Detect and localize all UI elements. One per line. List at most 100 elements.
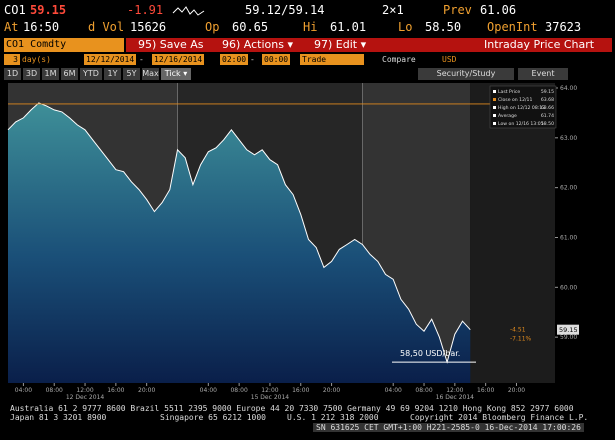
x-tick-label: 08:00 — [415, 387, 432, 394]
legend-label: Close on 12/11 — [498, 97, 532, 103]
low-label: Lo — [398, 20, 413, 34]
session-info: SN 631625 CET GMT+1:00 H221-2585-0 16-De… — [313, 423, 584, 432]
x-tick-label: 16:00 — [292, 387, 309, 394]
range-button[interactable]: 3D — [23, 68, 40, 80]
last-price: 59.15 — [30, 3, 67, 17]
volume: 15626 — [130, 20, 167, 34]
range-button[interactable]: 1M — [42, 68, 59, 80]
x-tick-label: 20:00 — [323, 387, 340, 394]
contact-us: U.S. 1 212 318 2000 — [287, 413, 379, 422]
range-button[interactable]: Max — [142, 68, 159, 80]
legend-swatch — [493, 98, 496, 101]
time: 16:50 — [23, 20, 60, 34]
range-bar: 3 day(s) 12/12/2014 - 12/16/2014 02:00 -… — [0, 54, 615, 66]
quote-row-1: CO1 59.15 -1.91 59.12/59.14 2×1 Prev 61.… — [0, 3, 615, 19]
y-tick-label: 63.00 — [560, 135, 577, 142]
x-tick-label: 12:00 — [76, 387, 93, 394]
study-button[interactable]: Security/Study — [418, 68, 514, 80]
ticker: CO1 — [4, 3, 26, 17]
quote-row-2: At 16:50 d Vol 15626 Op 60.65 Hi 61.01 L… — [0, 20, 615, 36]
end-time[interactable]: 00:00 — [262, 54, 291, 65]
start-date[interactable]: 12/12/2014 — [84, 54, 137, 65]
price-line — [7, 102, 471, 364]
tool-bar: Security/Study Event 1D 3D 1M 6M YTD 1Y 5Y Max T… — [0, 68, 615, 80]
prev-label: Prev — [443, 3, 472, 17]
currency: USD — [440, 54, 459, 65]
open-interest: 37623 — [545, 20, 582, 34]
x-tick-label: 04:00 — [385, 387, 402, 394]
open-label: Op — [205, 20, 220, 34]
legend-value: 63.68 — [541, 97, 554, 103]
legend-box — [489, 85, 557, 129]
save-as-button[interactable]: 95) Save As — [138, 38, 204, 52]
legend-swatch — [493, 106, 496, 109]
legend-value: 58.50 — [541, 121, 554, 127]
legend-value: 63.66 — [541, 105, 554, 111]
y-tick-label: 59.00 — [560, 334, 577, 341]
y-tick-label: 61.00 — [560, 234, 577, 241]
contact-line: Australia 61 2 9777 8600 Brazil 5511 239… — [10, 404, 574, 413]
contact-singapore: Singapore 65 6212 1000 — [160, 413, 266, 422]
bid-ask: 59.12/59.14 — [245, 3, 325, 17]
percent-change-label: -7.11% — [510, 336, 532, 343]
start-time[interactable]: 02:00 — [220, 54, 249, 65]
time-label: At — [4, 20, 19, 34]
range-button[interactable]: 6M — [61, 68, 78, 80]
plot-background — [470, 83, 555, 383]
copyright: Copyright 2014 Bloomberg Finance L.P. — [410, 413, 589, 422]
size: 2×1 — [382, 3, 404, 17]
field-dropdown[interactable]: Trade — [300, 54, 364, 65]
sparkline-icon — [172, 6, 205, 16]
open-interest-label: OpenInt — [487, 20, 538, 34]
y-tick-label: 64.00 — [560, 85, 577, 92]
low: 58.50 — [425, 20, 462, 34]
range-button[interactable]: Tick ▾ — [161, 68, 191, 80]
period-field[interactable]: 3 — [4, 54, 20, 65]
y-tick-label: 62.00 — [560, 185, 577, 192]
plot-area: 58,50 USD/bar. 59.00 60.00 61.00 62.00 63.00 6… — [7, 83, 579, 401]
date-label: 15 Dec 2014 — [251, 394, 290, 401]
x-tick-label: 08:00 — [46, 387, 63, 394]
compare-button[interactable]: Compare — [380, 54, 418, 65]
period-unit: day(s) — [20, 54, 56, 65]
x-tick-label: 16:00 — [107, 387, 124, 394]
annotation: 58,50 USD/bar. — [400, 349, 460, 358]
contact-japan: Japan 81 3 3201 8900 — [10, 413, 107, 422]
legend-swatch — [493, 122, 496, 125]
edit-button[interactable]: 97) Edit ▾ — [314, 38, 367, 52]
legend-swatch — [493, 114, 496, 117]
x-tick-label: 20:00 — [508, 387, 525, 394]
time-separator: - — [248, 54, 257, 65]
legend-value: 61.74 — [541, 113, 554, 119]
end-date[interactable]: 12/16/2014 — [152, 54, 205, 65]
x-tick-label: 08:00 — [230, 387, 247, 394]
y-tick-label: 60.00 — [560, 284, 577, 291]
actions-button[interactable]: 96) Actions ▾ — [222, 38, 293, 52]
change-label: -4.51 — [510, 327, 526, 334]
date-label: 12 Dec 2014 — [66, 394, 105, 401]
open: 60.65 — [232, 20, 269, 34]
high: 61.01 — [330, 20, 367, 34]
last-price-label: 59.15 — [559, 326, 578, 334]
price-area — [8, 102, 471, 384]
high-label: Hi — [303, 20, 318, 34]
x-tick-label: 04:00 — [15, 387, 32, 394]
range-button[interactable]: 1Y — [104, 68, 121, 80]
range-button[interactable]: 1D — [4, 68, 21, 80]
x-tick-label: 20:00 — [138, 387, 155, 394]
view-title: Intraday Price Chart — [484, 38, 595, 52]
security-field[interactable]: CO1 Comdty — [4, 38, 124, 52]
legend-value: 59.15 — [541, 89, 554, 95]
legend-label: Low on 12/16 13:01 — [498, 121, 544, 127]
date-separator: - — [137, 54, 146, 65]
x-tick-label: 04:00 — [200, 387, 217, 394]
x-tick-label: 12:00 — [261, 387, 278, 394]
event-button[interactable]: Event — [518, 68, 568, 80]
legend-label: High on 12/12 08:13 — [498, 105, 545, 111]
range-button[interactable]: 5Y — [123, 68, 140, 80]
legend-label: Last Price — [498, 89, 520, 95]
net-change: -1.91 — [127, 3, 164, 17]
range-button[interactable]: YTD — [80, 68, 102, 80]
